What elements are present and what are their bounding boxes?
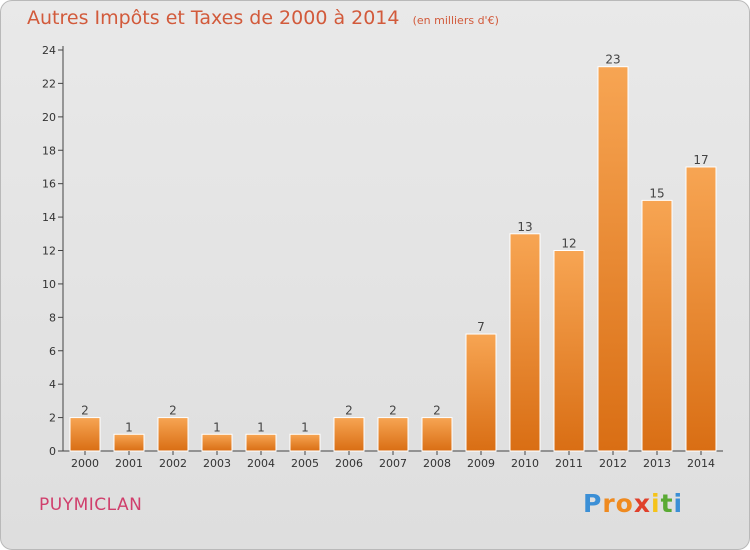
y-tick-label: 8 <box>49 311 56 324</box>
y-tick-label: 22 <box>42 77 56 90</box>
x-tick-label-2007: 2007 <box>379 457 407 470</box>
y-tick-label: 14 <box>42 211 56 224</box>
bar-2004 <box>245 433 277 452</box>
x-tick-label-2013: 2013 <box>643 457 671 470</box>
bar-2011 <box>553 250 585 452</box>
value-label-2012: 23 <box>605 53 620 67</box>
bar-2014 <box>685 166 717 452</box>
bar-2005 <box>289 433 321 452</box>
logo-letter: P <box>583 489 603 518</box>
chart-unit: (en milliers d'€) <box>412 14 499 27</box>
logo-letter: x <box>633 489 651 518</box>
y-tick-label: 2 <box>49 412 56 425</box>
value-label-2003: 1 <box>213 420 221 434</box>
x-tick-label-2002: 2002 <box>159 457 187 470</box>
commune-name: PUYMICLAN <box>39 495 143 515</box>
value-label-2006: 2 <box>345 404 353 418</box>
x-tick-label-2005: 2005 <box>291 457 319 470</box>
bar-2001 <box>113 433 145 452</box>
x-tick-label-2001: 2001 <box>115 457 143 470</box>
value-label-2004: 1 <box>257 420 265 434</box>
x-tick-label-2012: 2012 <box>599 457 627 470</box>
y-tick-label: 20 <box>42 111 56 124</box>
y-tick-label: 24 <box>42 44 56 57</box>
y-tick-label: 18 <box>42 144 56 157</box>
value-label-2008: 2 <box>433 404 441 418</box>
bar-2013 <box>641 199 673 452</box>
value-label-2014: 17 <box>693 153 708 167</box>
y-tick-label: 10 <box>42 278 56 291</box>
logo-letter: o <box>615 489 634 518</box>
y-tick-label: 4 <box>49 378 56 391</box>
logo-letter: i <box>651 489 661 518</box>
bar-2006 <box>333 417 365 452</box>
y-tick-label: 12 <box>42 245 56 258</box>
bar-2003 <box>201 433 233 452</box>
y-tick-label: 16 <box>42 178 56 191</box>
bar-2008 <box>421 417 453 452</box>
logo-letter: r <box>602 489 616 518</box>
x-tick-label-2011: 2011 <box>555 457 583 470</box>
x-tick-label-2000: 2000 <box>71 457 99 470</box>
value-label-2010: 13 <box>517 220 532 234</box>
bar-2002 <box>157 417 189 452</box>
bar-2000 <box>69 417 101 452</box>
bar-2012 <box>597 66 629 452</box>
chart-title-row: Autres Impôts et Taxes de 2000 à 2014 (e… <box>27 7 499 29</box>
x-tick-label-2004: 2004 <box>247 457 275 470</box>
x-tick-label-2009: 2009 <box>467 457 495 470</box>
bar-2010 <box>509 233 541 452</box>
chart-title: Autres Impôts et Taxes de 2000 à 2014 <box>27 7 400 29</box>
value-label-2000: 2 <box>81 404 89 418</box>
value-label-2001: 1 <box>125 420 133 434</box>
bar-2007 <box>377 417 409 452</box>
x-tick-label-2008: 2008 <box>423 457 451 470</box>
value-label-2007: 2 <box>389 404 397 418</box>
y-tick-label: 6 <box>49 345 56 358</box>
value-label-2009: 7 <box>477 320 485 334</box>
value-label-2011: 12 <box>561 237 576 251</box>
x-tick-label-2003: 2003 <box>203 457 231 470</box>
x-tick-label-2006: 2006 <box>335 457 363 470</box>
x-tick-label-2010: 2010 <box>511 457 539 470</box>
value-label-2002: 2 <box>169 404 177 418</box>
x-tick-label-2014: 2014 <box>687 457 715 470</box>
y-tick-label: 0 <box>49 445 56 458</box>
value-label-2005: 1 <box>301 420 309 434</box>
value-label-2013: 15 <box>649 186 664 200</box>
bar-2009 <box>465 333 497 452</box>
proxiti-logo[interactable]: Proxiti <box>583 489 683 518</box>
logo-letter: i <box>673 489 684 518</box>
logo-letter: t <box>660 489 674 518</box>
